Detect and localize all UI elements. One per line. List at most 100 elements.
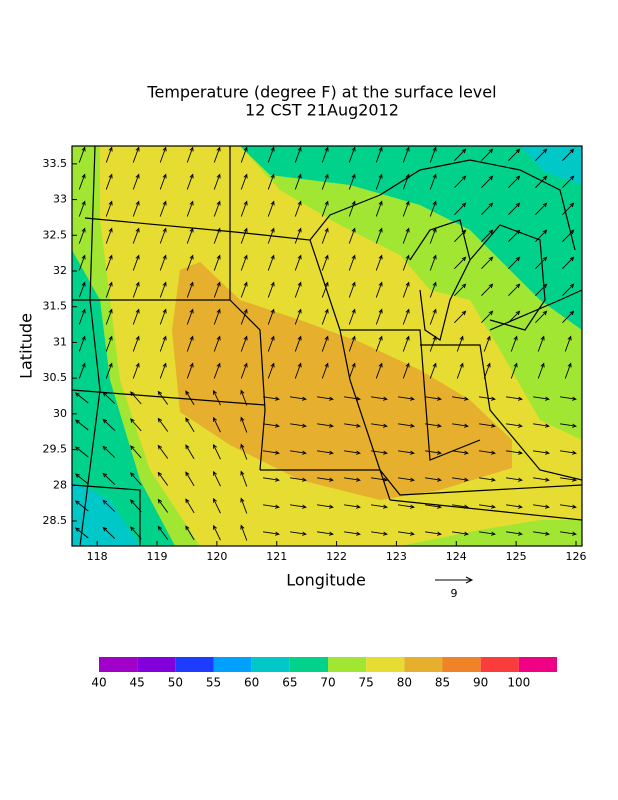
reference-vector-head (465, 576, 474, 584)
wind-arrow (481, 256, 494, 270)
wind-arrow (348, 173, 356, 190)
wind-arrow (562, 256, 575, 270)
wind-arrow (402, 362, 410, 379)
wind-arrow (267, 308, 275, 325)
y-tick-label: 32.5 (43, 228, 68, 241)
wind-arrow (213, 308, 221, 325)
wind-arrow (294, 362, 302, 379)
wind-arrow (317, 531, 334, 536)
wind-arrow (344, 450, 361, 455)
wind-arrow (371, 531, 388, 536)
y-tick-label: 32 (53, 264, 67, 277)
wind-arrow (481, 148, 494, 162)
wind-arrow (429, 362, 437, 379)
wind-arrow (78, 146, 86, 163)
wind-arrow (263, 450, 280, 455)
wind-arrow (506, 477, 523, 482)
wind-arrow (348, 362, 356, 379)
wind-arrow (132, 254, 140, 271)
wind-arrow (562, 310, 575, 324)
wind-arrow (105, 200, 113, 217)
wind-arrow (425, 450, 442, 455)
wind-arrow (240, 389, 248, 406)
x-tick-label: 121 (266, 550, 287, 563)
wind-arrow (102, 526, 116, 539)
wind-arrow (132, 227, 140, 244)
wind-arrow (508, 175, 521, 189)
wind-arrow (294, 173, 302, 190)
wind-arrow (429, 335, 437, 352)
wind-arrow (560, 504, 577, 509)
wind-arrow (402, 200, 410, 217)
wind-arrow (375, 227, 383, 244)
y-axis-label: Latitude (17, 313, 36, 379)
wind-arrow (317, 423, 334, 428)
wind-arrow (213, 416, 221, 433)
wind-arrow (263, 477, 280, 482)
coast (489, 289, 582, 331)
wind-arrow (132, 146, 140, 163)
wind-arrow (375, 200, 383, 217)
wind-arrow (348, 227, 356, 244)
wind-arrow (290, 450, 307, 455)
wind-arrow (159, 362, 167, 379)
wind-arrow (186, 335, 194, 352)
wind-arrow (132, 335, 140, 352)
colorbar-swatch (251, 657, 290, 672)
wind-arrow (321, 173, 329, 190)
wind-arrow (535, 310, 548, 324)
wind-arrow (425, 423, 442, 428)
wind-arrow (321, 335, 329, 352)
wind-arrow (562, 283, 575, 297)
colorbar-swatch (366, 657, 405, 672)
wind-arrow (429, 227, 437, 244)
wind-arrow (454, 175, 467, 189)
wind-arrow (132, 281, 140, 298)
wind-arrow (186, 254, 194, 271)
colorbar-swatch (213, 657, 252, 672)
wind-arrow (344, 531, 361, 536)
wind-arrow (78, 254, 86, 271)
wind-arrow (105, 362, 113, 379)
wind-arrow (429, 254, 437, 271)
colorbar-label: 70 (320, 676, 335, 690)
field-region (240, 146, 582, 330)
wind-arrow (425, 477, 442, 482)
colorbar-label: 60 (244, 676, 259, 690)
wind-arrow (562, 175, 575, 189)
wind-arrow (263, 423, 280, 428)
wind-arrow (186, 308, 194, 325)
wind-arrow (398, 396, 415, 401)
wind-arrow (454, 256, 467, 270)
coast (469, 224, 546, 331)
wind-arrow (402, 254, 410, 271)
wind-arrow (375, 254, 383, 271)
wind-arrow (294, 335, 302, 352)
wind-arrow (452, 531, 469, 536)
wind-arrow (452, 396, 469, 401)
border (84, 217, 236, 233)
wind-arrow (267, 362, 275, 379)
wind-arrow (157, 444, 169, 459)
wind-arrow (398, 504, 415, 509)
wind-arrow (344, 504, 361, 509)
wind-arrow (130, 499, 142, 513)
border (79, 146, 101, 546)
wind-arrow (508, 256, 521, 270)
wind-arrow (398, 477, 415, 482)
wind-arrow (348, 281, 356, 298)
wind-arrow (454, 148, 467, 162)
wind-arrow (371, 423, 388, 428)
wind-arrow (479, 531, 496, 536)
wind-arrow (267, 335, 275, 352)
x-tick-label: 122 (326, 550, 347, 563)
wind-arrow (78, 308, 86, 325)
wind-arrow (132, 362, 140, 379)
wind-arrow (321, 200, 329, 217)
wind-arrow (535, 283, 548, 297)
wind-arrow (78, 173, 86, 190)
wind-arrow (481, 229, 494, 243)
wind-arrow (398, 531, 415, 536)
wind-arrow (213, 524, 221, 541)
